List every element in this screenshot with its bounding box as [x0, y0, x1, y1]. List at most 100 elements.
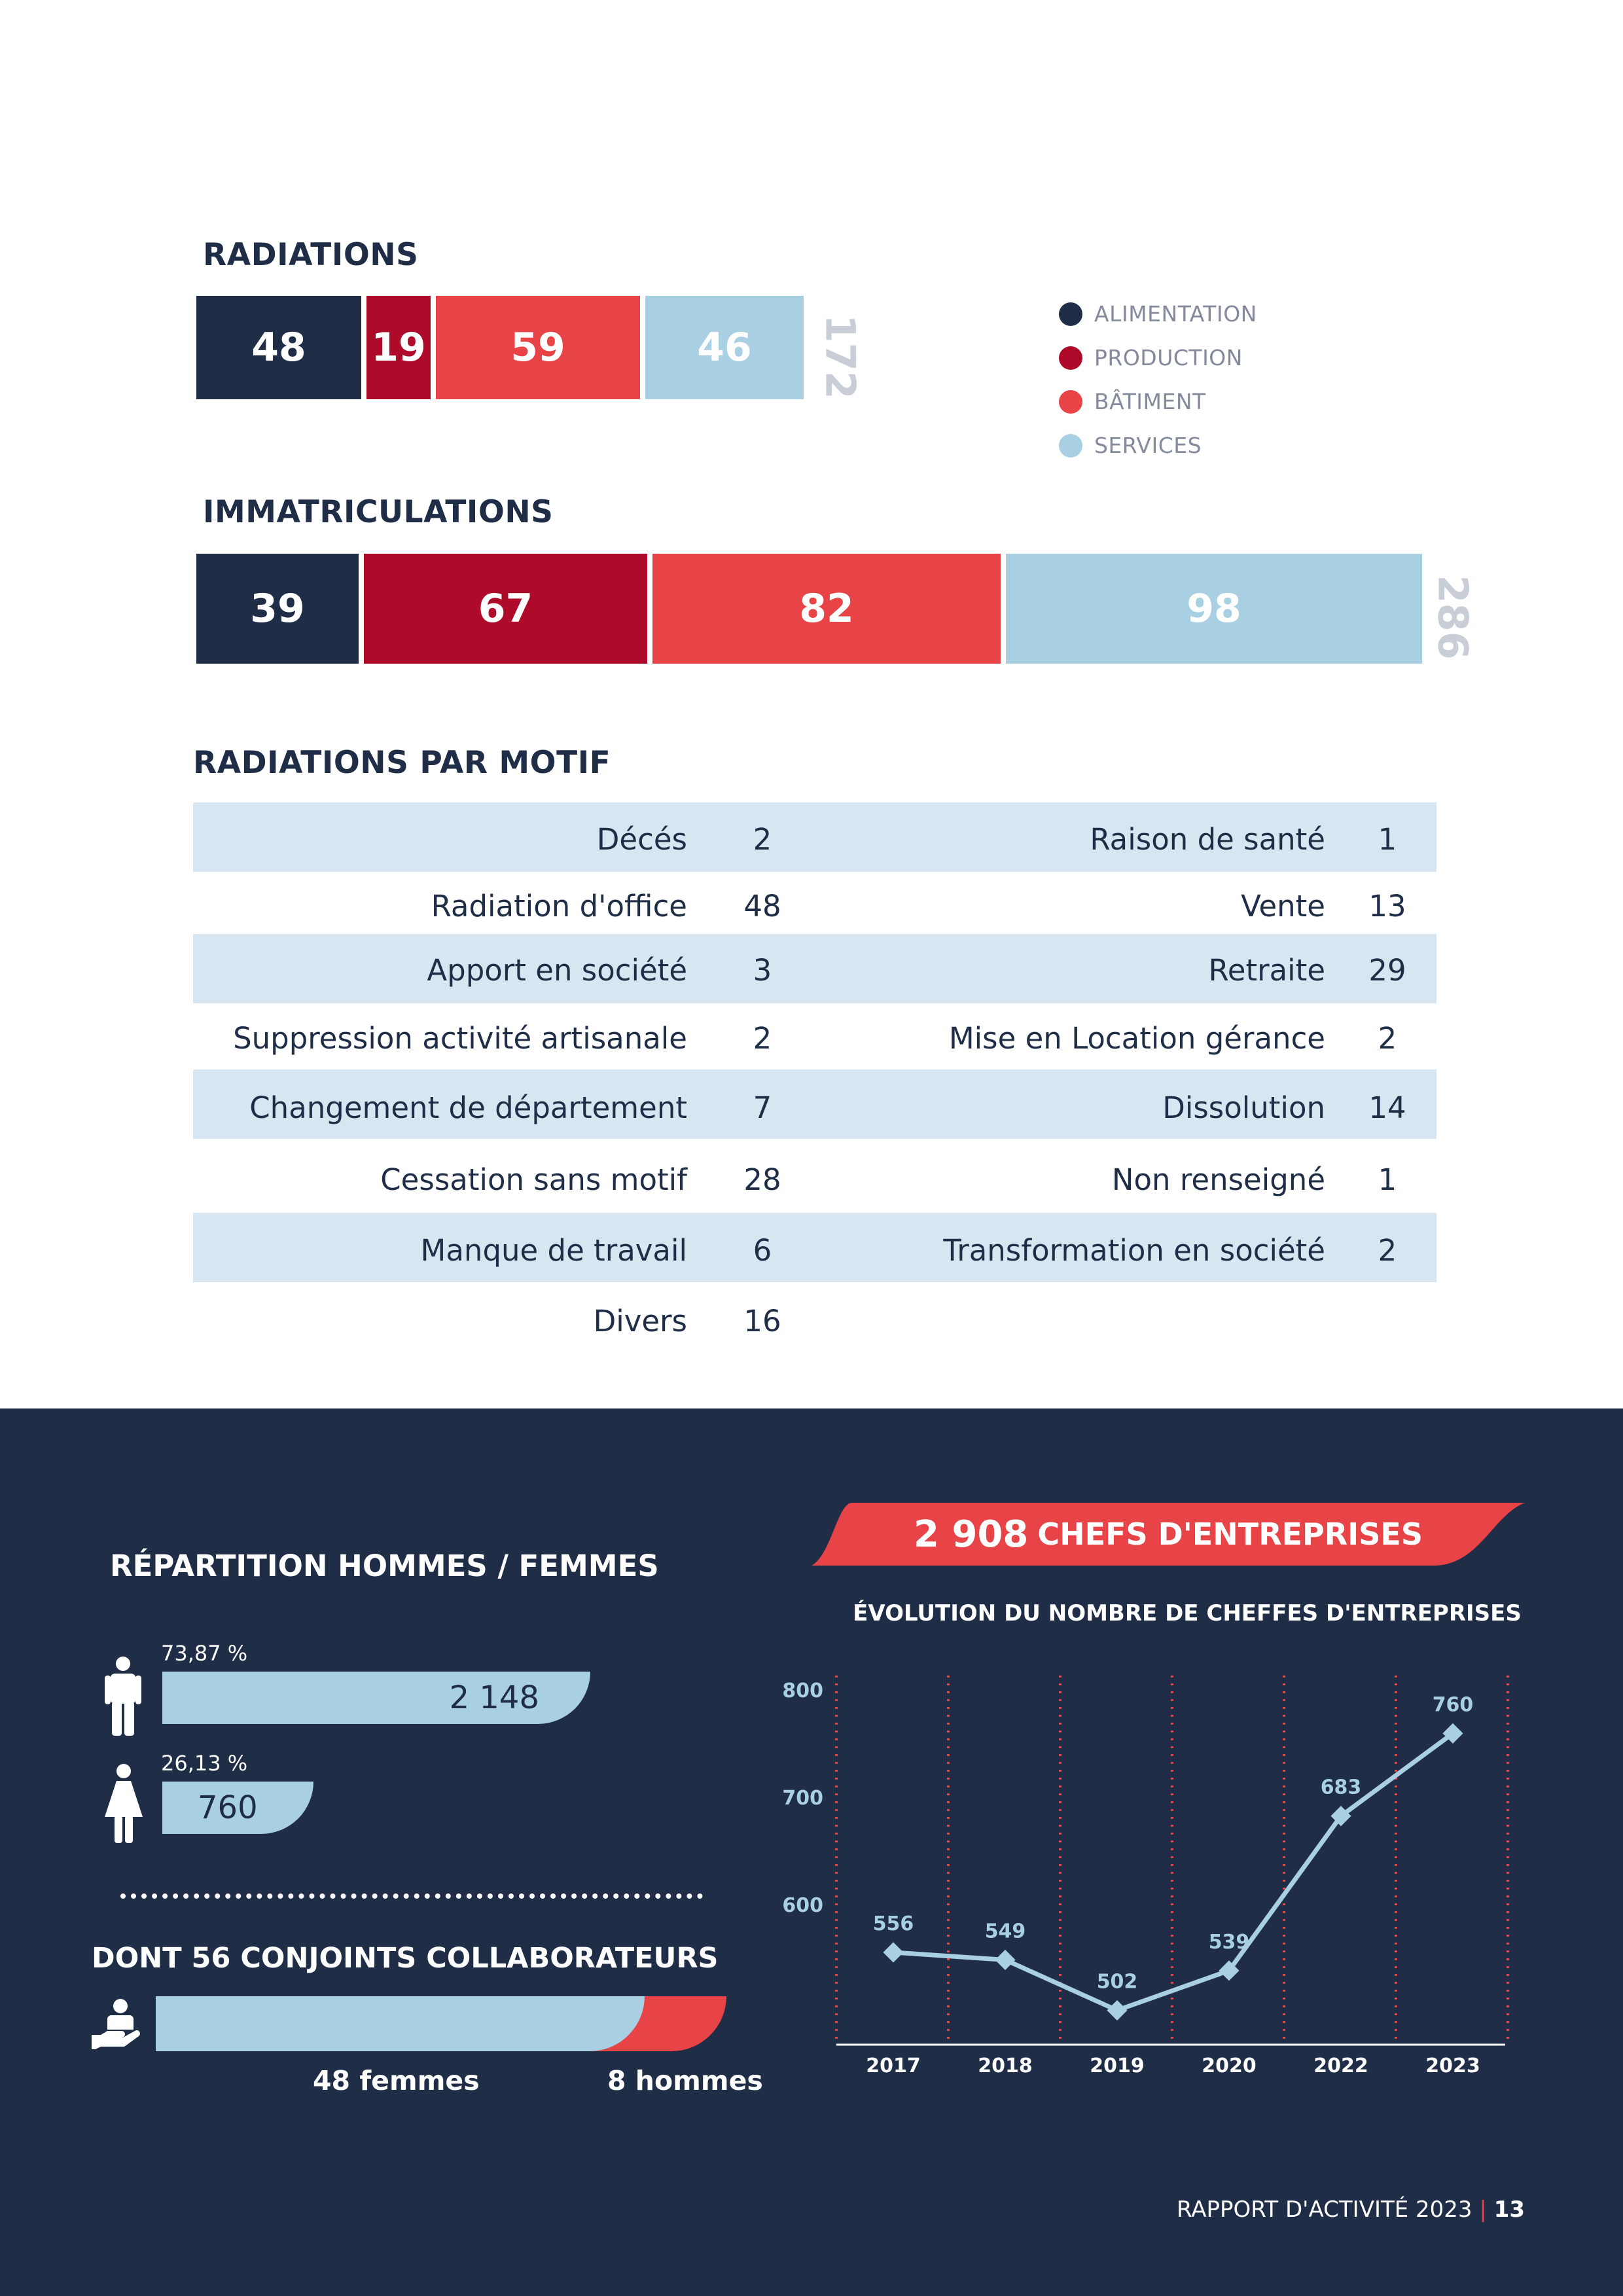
y-tick-label: 600 — [782, 1894, 823, 1917]
men-bar: 2 148 — [162, 1672, 590, 1724]
conjoints-men-label: 8 hommes — [607, 2065, 763, 2096]
motif-label: Radiation d'office — [431, 889, 687, 924]
chefs-banner-shape — [812, 1503, 1525, 1566]
x-tick-label: 2019 — [1090, 2054, 1145, 2077]
motifs-title: RADIATIONS PAR MOTIF — [193, 745, 611, 781]
conjoints-title: DONT 56 CONJOINTS COLLABORATEURS — [92, 1942, 719, 1975]
radiations-total: 172 — [816, 314, 865, 399]
legend-dot-icon — [1059, 389, 1082, 414]
motif-label: Dissolution — [1162, 1090, 1325, 1125]
motif-value: 7 — [753, 1090, 772, 1125]
motif-label: Retraite — [1208, 953, 1325, 988]
men-percent: 73,87 % — [161, 1641, 248, 1666]
motif-value: 2 — [1378, 1021, 1397, 1056]
chefs-banner: 2 908 CHEFS D'ENTREPRISES — [812, 1503, 1525, 1566]
conjoints-women-label: 48 femmes — [313, 2065, 480, 2096]
motif-value: 13 — [1368, 889, 1406, 924]
motif-label: Suppression activité artisanale — [233, 1021, 687, 1056]
legend-label: SERVICES — [1094, 433, 1202, 458]
women-count: 760 — [198, 1789, 258, 1826]
x-tick-label: 2020 — [1202, 2054, 1257, 2077]
motif-value: 48 — [743, 889, 781, 924]
motif-value: 29 — [1368, 953, 1406, 988]
data-point — [995, 1949, 1016, 1970]
motif-label: Mise en Location gérance — [948, 1021, 1325, 1056]
data-label: 539 — [1209, 1931, 1250, 1954]
data-label: 549 — [985, 1920, 1026, 1943]
immatriculations-services-segment: 98 — [1006, 554, 1422, 664]
radiations-alimentation-segment: 48 — [196, 296, 361, 399]
immatriculations-batiment-segment: 82 — [652, 554, 1001, 664]
motif-value: 2 — [1378, 1233, 1397, 1268]
chefs-label: CHEFS D'ENTREPRISES — [1037, 1516, 1423, 1552]
cheffes-line-chart: ÉVOLUTION DU NOMBRE DE CHEFFES D'ENTREPR… — [782, 1600, 1522, 2077]
motif-value: 1 — [1378, 822, 1397, 857]
motif-label: Transformation en société — [943, 1233, 1325, 1268]
motif-label: Décés — [596, 822, 687, 857]
data-label: 760 — [1433, 1693, 1474, 1716]
data-label: 502 — [1097, 1971, 1138, 1994]
women-percent: 26,13 % — [161, 1751, 248, 1776]
motif-label: Non renseigné — [1111, 1162, 1325, 1197]
x-tick-label: 2022 — [1313, 2054, 1368, 2077]
immatriculations-alimentation-segment: 39 — [196, 554, 359, 664]
x-tick-label: 2023 — [1425, 2054, 1480, 2077]
conjoints-women-segment — [156, 1996, 645, 2051]
legend-dot-icon — [1059, 433, 1082, 457]
radiations-batiment-segment: 59 — [436, 296, 640, 399]
immatriculations-production-segment: 67 — [364, 554, 647, 664]
motif-label: Apport en société — [427, 953, 687, 988]
footer-separator: | — [1479, 2197, 1487, 2223]
woman-icon — [105, 1764, 143, 1843]
motif-value: 6 — [753, 1233, 772, 1268]
motif-label: Vente — [1241, 889, 1325, 924]
motif-value: 28 — [743, 1162, 781, 1197]
motif-value: 3 — [753, 953, 772, 988]
data-point — [1442, 1723, 1463, 1744]
immatriculations-total: 286 — [1429, 575, 1477, 660]
dotted-divider — [120, 1893, 703, 1899]
footer-report: RAPPORT D'ACTIVITÉ 2023 — [1176, 2197, 1472, 2223]
table-row-band — [193, 1213, 1436, 1282]
motif-value: 1 — [1378, 1162, 1397, 1197]
motif-label: Changement de département — [249, 1090, 687, 1125]
y-tick-label: 700 — [782, 1787, 823, 1810]
data-label: 556 — [873, 1912, 914, 1935]
legend-dot-icon — [1059, 302, 1082, 326]
motif-value: 16 — [743, 1304, 781, 1338]
legend-item-alimentation: ALIMENTATION — [1059, 301, 1257, 327]
x-tick-label: 2018 — [978, 2054, 1033, 2077]
legend-label: PRODUCTION — [1094, 345, 1243, 370]
legend-label: ALIMENTATION — [1094, 301, 1257, 327]
table-row-band — [193, 802, 1436, 872]
legend-dot-icon — [1059, 346, 1082, 370]
x-tick-label: 2017 — [866, 2054, 921, 2077]
hand-care-icon — [92, 1999, 140, 2049]
motif-label: Divers — [593, 1304, 687, 1338]
immatriculations-title: IMMATRICULATIONS — [203, 494, 554, 530]
data-point — [1107, 2000, 1128, 2021]
men-count: 2 148 — [449, 1679, 539, 1716]
motif-value: 2 — [753, 822, 772, 857]
radiations-production-segment: 19 — [366, 296, 431, 399]
motif-value: 14 — [1368, 1090, 1406, 1125]
table-row-band — [193, 934, 1436, 1003]
y-tick-label: 800 — [782, 1679, 823, 1702]
legend-item-batiment: BÂTIMENT — [1059, 389, 1206, 414]
gender-title: RÉPARTITION HOMMES / FEMMES — [110, 1549, 659, 1583]
motif-label: Manque de travail — [420, 1233, 687, 1268]
radiations-title: RADIATIONS — [203, 237, 419, 273]
conjoints-bar — [156, 1996, 726, 2051]
page-number: 13 — [1493, 2197, 1525, 2223]
women-bar: 760 — [162, 1782, 313, 1834]
footer: RAPPORT D'ACTIVITÉ 2023 | 13 — [1177, 2197, 1525, 2223]
motif-label: Cessation sans motif — [380, 1162, 687, 1197]
legend-item-services: SERVICES — [1059, 433, 1202, 458]
data-point — [883, 1942, 904, 1963]
motif-value: 2 — [753, 1021, 772, 1056]
table-row-band — [193, 1069, 1436, 1139]
series-line — [893, 1731, 1455, 2013]
radiations-services-segment: 46 — [645, 296, 804, 399]
chefs-number: 2 908 — [914, 1513, 1029, 1556]
motif-label: Raison de santé — [1090, 822, 1325, 857]
